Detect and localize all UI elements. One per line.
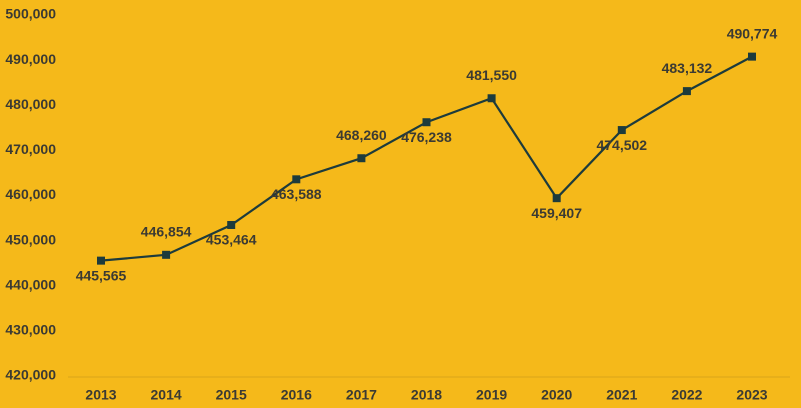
data-label: 459,407 bbox=[531, 205, 582, 221]
y-tick-label: 470,000 bbox=[5, 141, 56, 157]
marker bbox=[357, 154, 366, 163]
y-tick-label: 450,000 bbox=[5, 231, 56, 247]
data-label: 490,774 bbox=[727, 25, 778, 41]
x-tick-label: 2017 bbox=[346, 387, 377, 403]
marker bbox=[617, 126, 626, 135]
data-label: 446,854 bbox=[141, 224, 192, 240]
x-tick-label: 2020 bbox=[541, 387, 572, 403]
marker bbox=[748, 52, 756, 61]
x-tick-label: 2015 bbox=[216, 387, 247, 403]
marker bbox=[682, 87, 691, 96]
data-label: 445,565 bbox=[76, 267, 127, 283]
data-label: 474,502 bbox=[596, 137, 647, 153]
y-tick-label: 420,000 bbox=[5, 367, 56, 383]
x-tick-label: 2023 bbox=[736, 387, 767, 403]
data-label: 481,550 bbox=[466, 67, 517, 83]
data-label: 476,238 bbox=[401, 129, 452, 145]
x-tick-label: 2013 bbox=[85, 387, 116, 403]
data-label: 468,260 bbox=[336, 127, 387, 143]
marker bbox=[292, 175, 301, 184]
y-tick-label: 440,000 bbox=[5, 276, 56, 292]
x-tick-label: 2022 bbox=[671, 387, 702, 403]
y-tick-label: 430,000 bbox=[5, 322, 56, 338]
marker bbox=[227, 220, 236, 229]
marker bbox=[552, 194, 561, 203]
marker bbox=[487, 94, 496, 103]
x-tick-label: 2019 bbox=[476, 387, 507, 403]
data-label: 453,464 bbox=[206, 232, 257, 248]
y-tick-label: 500,000 bbox=[5, 6, 56, 22]
data-label: 463,588 bbox=[271, 186, 322, 202]
marker bbox=[422, 118, 431, 127]
x-tick-label: 2016 bbox=[281, 387, 312, 403]
y-tick-label: 490,000 bbox=[5, 51, 56, 67]
series-line bbox=[100, 55, 753, 262]
x-tick-label: 2018 bbox=[411, 387, 442, 403]
marker bbox=[97, 256, 105, 265]
y-tick-label: 480,000 bbox=[5, 96, 56, 112]
marker bbox=[162, 250, 171, 259]
x-tick-label: 2014 bbox=[151, 387, 182, 403]
y-tick-label: 460,000 bbox=[5, 186, 56, 202]
x-tick-label: 2021 bbox=[606, 387, 637, 403]
data-label: 483,132 bbox=[662, 60, 713, 76]
